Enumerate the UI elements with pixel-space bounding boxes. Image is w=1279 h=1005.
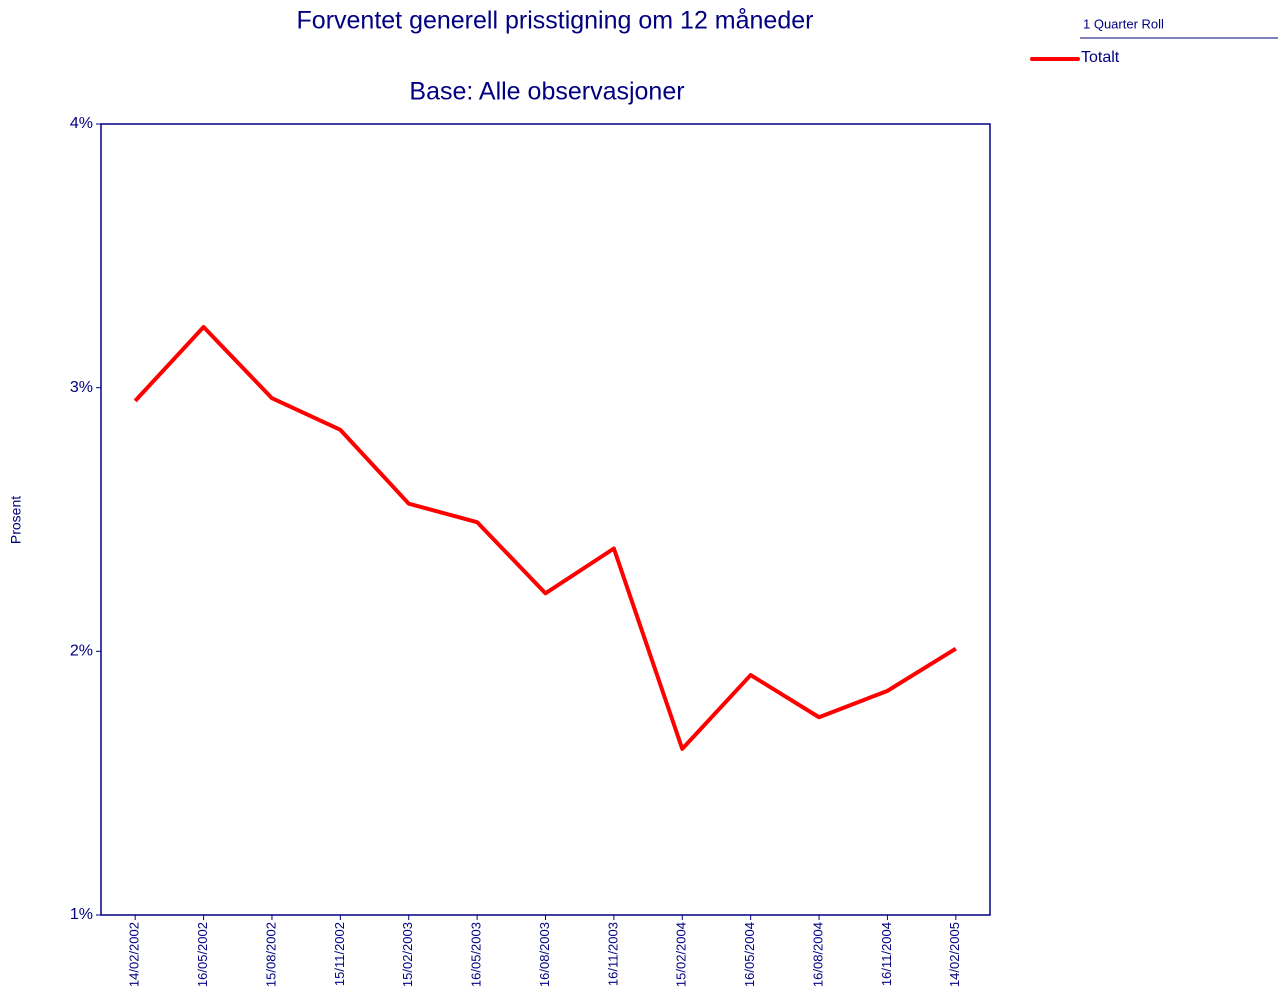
legend-title: 1 Quarter Roll — [1083, 16, 1164, 31]
x-tick-label: 15/11/2002 — [332, 922, 347, 986]
x-tick-label: 14/02/2002 — [127, 922, 142, 987]
chart-subtitle: Base: Alle observasjoner — [409, 78, 684, 106]
x-tick-label: 15/02/2004 — [674, 922, 689, 987]
chart-title: Forventet generell prisstigning om 12 må… — [297, 7, 814, 35]
x-tick-label: 16/08/2003 — [537, 922, 552, 987]
x-tick-label: 16/11/2003 — [605, 922, 620, 986]
x-tick-label: 14/02/2005 — [947, 922, 962, 987]
y-tick-label: 1% — [70, 906, 93, 923]
legend-label: Totalt — [1081, 49, 1120, 66]
x-tick-label: 16/05/2003 — [469, 922, 484, 987]
x-tick-label: 15/02/2003 — [400, 922, 415, 987]
y-tick-label: 2% — [70, 643, 93, 660]
y-axis-label: Prosent — [8, 496, 24, 544]
plot-frame — [100, 123, 991, 916]
y-tick-label: 4% — [70, 115, 93, 132]
x-tick-label: 16/11/2004 — [879, 922, 894, 986]
line-series — [133, 325, 957, 751]
x-tick-label: 16/05/2004 — [742, 922, 757, 987]
x-tick-label: 16/08/2004 — [810, 922, 825, 987]
x-tick-label: 15/08/2002 — [263, 922, 278, 987]
x-tick-label: 16/05/2002 — [195, 922, 210, 987]
y-tick-label: 3% — [70, 379, 93, 396]
